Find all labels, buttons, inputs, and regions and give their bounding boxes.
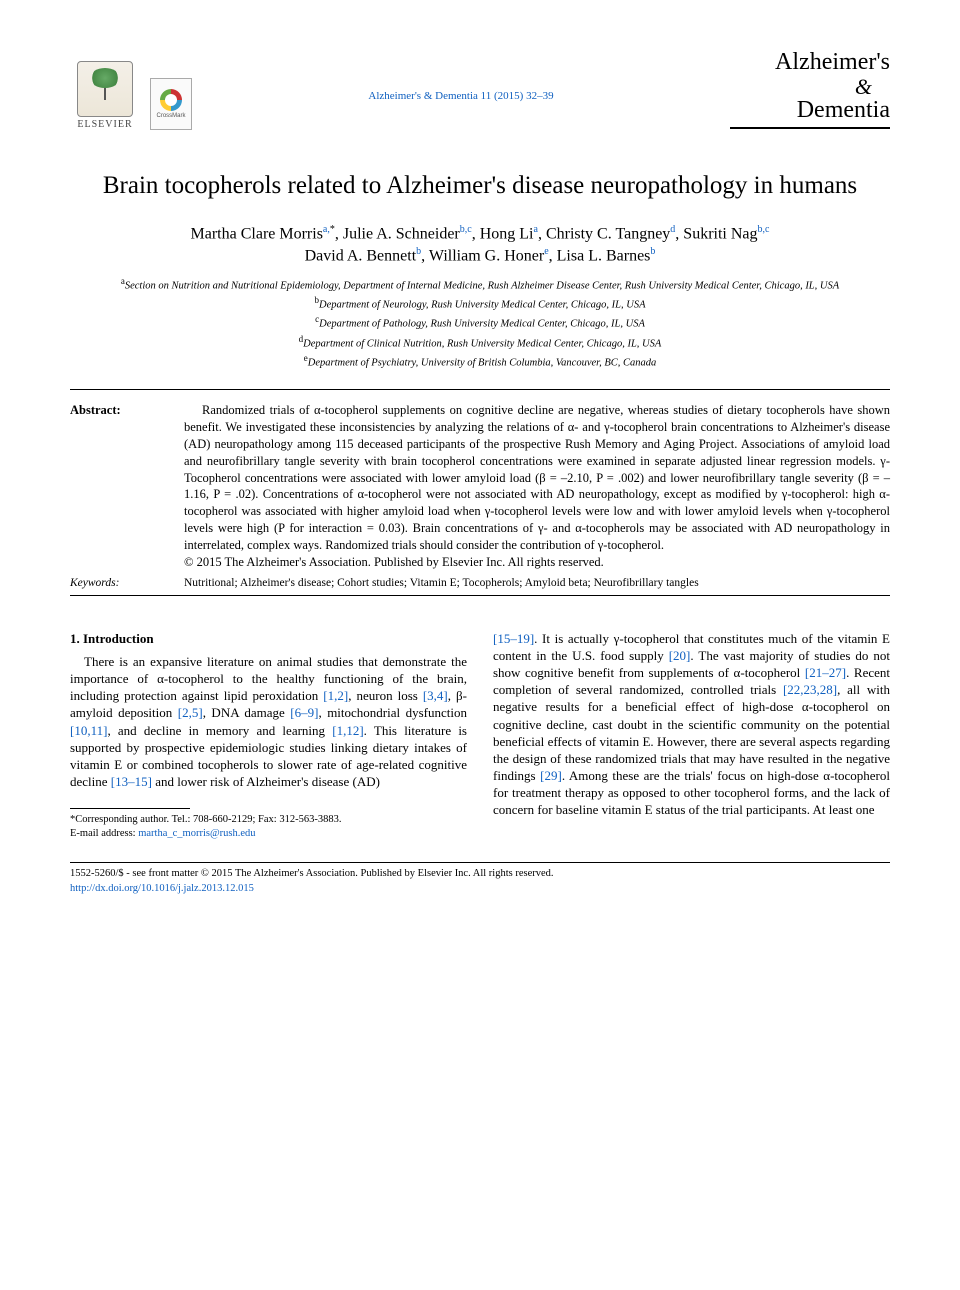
citation-link[interactable]: [21–27] [805,665,846,680]
keywords-label: Keywords: [70,577,160,589]
citation-link[interactable]: [22,23,28] [783,682,837,697]
citation-link[interactable]: [13–15] [111,774,152,789]
journal-logo-line2: Dementia [797,97,890,123]
author: , Christy C. Tangney [538,226,670,243]
author-affiliation-marker[interactable]: b,c [758,224,770,235]
author: , Sukriti Nag [675,226,757,243]
author: David A. Bennett [305,248,417,265]
rule-top [70,389,890,390]
journal-logo-underline [730,127,890,129]
affiliation-list: aSection on Nutrition and Nutritional Ep… [70,275,890,371]
section-title: Introduction [83,631,154,646]
paragraph-1: There is an expansive literature on anim… [70,653,467,790]
abstract-body: Randomized trials of α-tocopherol supple… [184,402,890,554]
affiliation: dDepartment of Clinical Nutrition, Rush … [70,333,890,352]
affiliation-marker: d [299,334,304,344]
author: , Lisa L. Barnes [549,248,651,265]
body-columns: 1. Introduction There is an expansive li… [70,630,890,841]
text-run: , mitochondrial dysfunction [318,705,467,720]
abstract-text: Randomized trials of α-tocopherol supple… [184,402,890,571]
citation-link[interactable]: [15–19] [493,631,534,646]
journal-citation[interactable]: Alzheimer's & Dementia 11 (2015) 32–39 [192,90,730,102]
author-affiliation-marker[interactable]: b [650,246,655,257]
email-link[interactable]: martha_c_morris@rush.edu [138,828,255,839]
article-title: Brain tocopherols related to Alzheimer's… [90,170,870,201]
paragraph-1-cont: [15–19]. It is actually γ-tocopherol tha… [493,630,890,819]
page-footer: 1552-5260/$ - see front matter © 2015 Th… [70,867,890,895]
corresponding-author-line: *Corresponding author. Tel.: 708-660-212… [70,813,467,827]
journal-logo-ampersand: & [730,75,890,98]
footnote-rule [70,808,190,809]
section-number: 1. [70,631,80,646]
citation-link[interactable]: [1,2] [323,688,348,703]
rule-bottom [70,595,890,596]
column-left: 1. Introduction There is an expansive li… [70,630,467,841]
keywords-row: Keywords: Nutritional; Alzheimer's disea… [70,577,890,589]
elsevier-tree-icon [77,61,133,117]
affiliation: bDepartment of Neurology, Rush Universit… [70,294,890,313]
citation-link[interactable]: [2,5] [178,705,203,720]
corresponding-author-footnote: *Corresponding author. Tel.: 708-660-212… [70,813,467,840]
crossmark-icon [160,89,182,111]
text-run: , DNA damage [203,705,291,720]
affiliation-marker: a [121,276,125,286]
journal-logo: Alzheimer's & Dementia [730,50,890,129]
author: , Julie A. Schneider [335,226,460,243]
email-line: E-mail address: martha_c_morris@rush.edu [70,827,467,841]
text-run: , neuron loss [348,688,423,703]
citation-link[interactable]: [10,11] [70,723,107,738]
page-header: ELSEVIER CrossMark Alzheimer's & Dementi… [70,50,890,130]
crossmark-label: CrossMark [156,113,185,119]
author-affiliation-marker[interactable]: b,c [460,224,472,235]
affiliation: aSection on Nutrition and Nutritional Ep… [70,275,890,294]
abstract-copyright: © 2015 The Alzheimer's Association. Publ… [184,555,604,569]
author: , Hong Li [472,226,534,243]
section-heading: 1. Introduction [70,630,467,647]
column-right: [15–19]. It is actually γ-tocopherol tha… [493,630,890,841]
text-run: , and decline in memory and learning [107,723,332,738]
issn-copyright-line: 1552-5260/$ - see front matter © 2015 Th… [70,867,890,881]
affiliation: eDepartment of Psychiatry, University of… [70,352,890,371]
text-run: and lower risk of Alzheimer's disease (A… [152,774,380,789]
journal-logo-line1: Alzheimer's [775,49,890,75]
citation-link[interactable]: [20] [669,648,691,663]
author-list: Martha Clare Morrisa,*, Julie A. Schneid… [80,223,880,267]
affiliation: cDepartment of Pathology, Rush Universit… [70,313,890,332]
citation-link[interactable]: [1,12] [332,723,363,738]
abstract-block: Abstract: Randomized trials of α-tocophe… [70,402,890,571]
author: Martha Clare Morris [191,226,323,243]
abstract-label: Abstract: [70,402,160,571]
publisher-name: ELSEVIER [77,119,132,130]
affiliation-marker: e [304,353,308,363]
crossmark-badge[interactable]: CrossMark [150,78,192,130]
author-affiliation-marker[interactable]: a, [323,224,330,235]
doi-link[interactable]: http://dx.doi.org/10.1016/j.jalz.2013.12… [70,883,254,894]
affiliation-marker: c [315,314,319,324]
footer-rule [70,862,890,863]
citation-link[interactable]: [6–9] [290,705,318,720]
affiliation-marker: b [314,295,319,305]
author: , William G. Honer [421,248,544,265]
header-left-logos: ELSEVIER CrossMark [70,50,192,130]
citation-link[interactable]: [29] [540,768,562,783]
citation-link[interactable]: [3,4] [423,688,448,703]
elsevier-logo: ELSEVIER [70,50,140,130]
keywords-text: Nutritional; Alzheimer's disease; Cohort… [184,577,699,589]
email-label: E-mail address: [70,828,138,839]
